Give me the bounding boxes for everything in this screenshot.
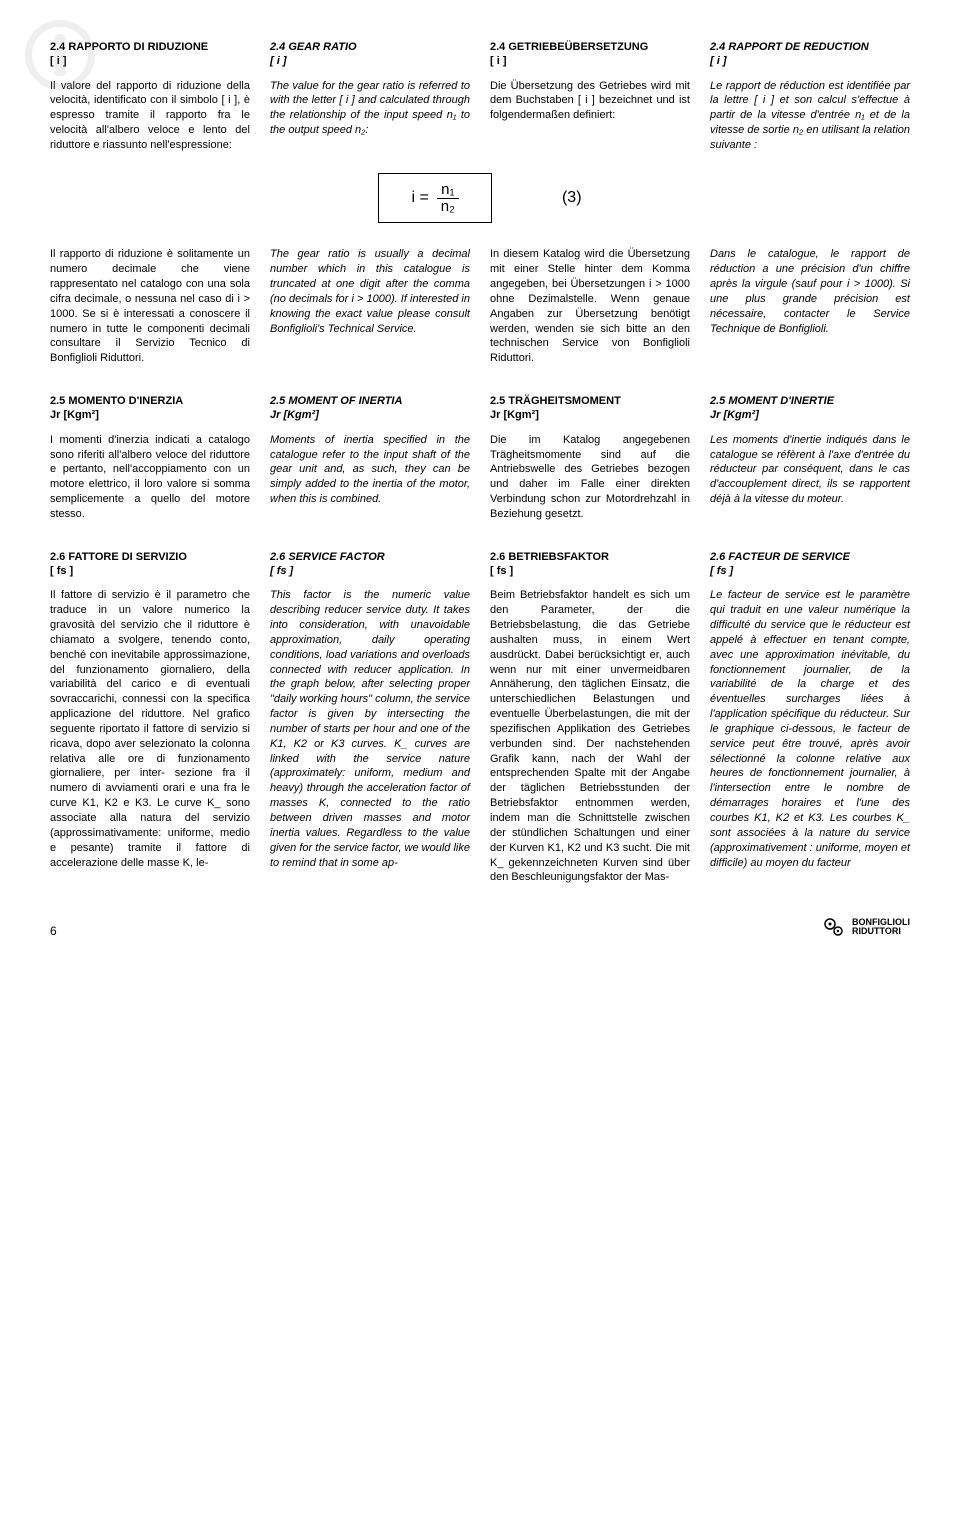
- section-2-5: 2.5 MOMENTO D'INERZIA Jr [Kgm²] 2.5 MOME…: [50, 394, 910, 522]
- page-number: 6: [50, 923, 57, 939]
- heading-fr: 2.4 RAPPORT DE REDUCTION [ i ]: [710, 40, 910, 69]
- body-row: I momenti d'inerzia indicati a catalogo …: [50, 433, 910, 522]
- col-fr: 2.5 MOMENT D'INERTIE Jr [Kgm²]: [710, 394, 910, 433]
- heading-en: 2.5 MOMENT OF INERTIA Jr [Kgm²]: [270, 394, 470, 423]
- col-fr: Le rapport de réduction est identifiée p…: [710, 79, 910, 153]
- col-en: 2.6 SERVICE FACTOR [ fs ]: [270, 550, 470, 589]
- col-fr: Les moments d'inertie indiqués dans le c…: [710, 433, 910, 522]
- headings-row: 2.5 MOMENTO D'INERZIA Jr [Kgm²] 2.5 MOME…: [50, 394, 910, 433]
- formula-numerator: n₁: [437, 182, 458, 199]
- text-de: Die im Katalog angegebenen Trägheitsmome…: [490, 433, 690, 522]
- col-de: 2.5 TRÄGHEITSMOMENT Jr [Kgm²]: [490, 394, 690, 433]
- heading-en: 2.4 GEAR RATIO [ i ]: [270, 40, 470, 69]
- formula-fraction: n₁ n₂: [437, 182, 459, 215]
- body-row-2: Il rapporto di riduzione è solitamente u…: [50, 247, 910, 366]
- formula-denominator: n₂: [437, 199, 459, 215]
- headings-row: 2.6 FATTORE DI SERVIZIO [ fs ] 2.6 SERVI…: [50, 550, 910, 589]
- col-en: The value for the gear ratio is referred…: [270, 79, 470, 153]
- section-2-4: 2.4 RAPPORTO DI RIDUZIONE [ i ] 2.4 GEAR…: [50, 40, 910, 366]
- col-it: Il fattore di servizio è il parametro ch…: [50, 588, 250, 885]
- formula-2-4: i = n₁ n₂ (3): [50, 173, 910, 224]
- text-en-2: The gear ratio is usually a decimal numb…: [270, 247, 470, 336]
- heading-en: 2.6 SERVICE FACTOR [ fs ]: [270, 550, 470, 579]
- brand-bottom: RIDUTTORI: [852, 927, 910, 936]
- formula-lhs: i =: [411, 187, 428, 209]
- col-en: 2.5 MOMENT OF INERTIA Jr [Kgm²]: [270, 394, 470, 433]
- text-it: Il fattore di servizio è il parametro ch…: [50, 588, 250, 870]
- col-de: 2.6 BETRIEBSFAKTOR [ fs ]: [490, 550, 690, 589]
- text-en: Moments of inertia specified in the cata…: [270, 433, 470, 507]
- col-it: 2.5 MOMENTO D'INERZIA Jr [Kgm²]: [50, 394, 250, 433]
- col-it: Il rapporto di riduzione è solitamente u…: [50, 247, 250, 366]
- heading-de: 2.5 TRÄGHEITSMOMENT Jr [Kgm²]: [490, 394, 690, 423]
- col-fr: 2.4 RAPPORT DE REDUCTION [ i ]: [710, 40, 910, 79]
- text-en: This factor is the numeric value describ…: [270, 588, 470, 870]
- section-2-6: 2.6 FATTORE DI SERVIZIO [ fs ] 2.6 SERVI…: [50, 550, 910, 885]
- formula-frame: i = n₁ n₂: [378, 173, 492, 224]
- brand-logo: BONFIGLIOLI RIDUTTORI: [822, 915, 910, 939]
- col-en: The gear ratio is usually a decimal numb…: [270, 247, 470, 366]
- heading-it: 2.6 FATTORE DI SERVIZIO [ fs ]: [50, 550, 250, 579]
- col-it: I momenti d'inerzia indicati a catalogo …: [50, 433, 250, 522]
- col-de: Die im Katalog angegebenen Trägheitsmome…: [490, 433, 690, 522]
- text-it-2: Il rapporto di riduzione è solitamente u…: [50, 247, 250, 366]
- heading-de: 2.4 GETRIEBEÜBERSETZUNG [ i ]: [490, 40, 690, 69]
- text-de: Die Übersetzung des Getriebes wird mit d…: [490, 79, 690, 124]
- col-fr: 2.6 FACTEUR DE SERVICE [ fs ]: [710, 550, 910, 589]
- text-it: I momenti d'inerzia indicati a catalogo …: [50, 433, 250, 522]
- col-en: 2.4 GEAR RATIO [ i ]: [270, 40, 470, 79]
- equation-number: (3): [562, 187, 582, 209]
- text-fr-2: Dans le catalogue, le rapport de réducti…: [710, 247, 910, 336]
- text-en: The value for the gear ratio is referred…: [270, 79, 470, 138]
- col-en: This factor is the numeric value describ…: [270, 588, 470, 885]
- heading-fr: 2.5 MOMENT D'INERTIE Jr [Kgm²]: [710, 394, 910, 423]
- text-de: Beim Betriebsfaktor handelt es sich um d…: [490, 588, 690, 885]
- col-fr: Le facteur de service est le paramètre q…: [710, 588, 910, 885]
- col-de: In diesem Katalog wird die Übersetzung m…: [490, 247, 690, 366]
- info-icon: [25, 20, 95, 90]
- heading-fr: 2.6 FACTEUR DE SERVICE [ fs ]: [710, 550, 910, 579]
- col-de: Beim Betriebsfaktor handelt es sich um d…: [490, 588, 690, 885]
- body-row-1: Il valore del rapporto di riduzione dell…: [50, 79, 910, 153]
- col-fr: Dans le catalogue, le rapport de réducti…: [710, 247, 910, 366]
- text-fr: Le rapport de réduction est identifiée p…: [710, 79, 910, 153]
- col-it: 2.6 FATTORE DI SERVIZIO [ fs ]: [50, 550, 250, 589]
- col-de: Die Übersetzung des Getriebes wird mit d…: [490, 79, 690, 153]
- text-de-2: In diesem Katalog wird die Übersetzung m…: [490, 247, 690, 366]
- col-de: 2.4 GETRIEBEÜBERSETZUNG [ i ]: [490, 40, 690, 79]
- heading-it: 2.5 MOMENTO D'INERZIA Jr [Kgm²]: [50, 394, 250, 423]
- page-footer: 6 BONFIGLIOLI RIDUTTORI: [50, 915, 910, 939]
- heading-de: 2.6 BETRIEBSFAKTOR [ fs ]: [490, 550, 690, 579]
- gears-icon: [822, 915, 846, 939]
- headings-row: 2.4 RAPPORTO DI RIDUZIONE [ i ] 2.4 GEAR…: [50, 40, 910, 79]
- text-fr: Les moments d'inertie indiqués dans le c…: [710, 433, 910, 507]
- col-en: Moments of inertia specified in the cata…: [270, 433, 470, 522]
- text-fr: Le facteur de service est le paramètre q…: [710, 588, 910, 870]
- body-row: Il fattore di servizio è il parametro ch…: [50, 588, 910, 885]
